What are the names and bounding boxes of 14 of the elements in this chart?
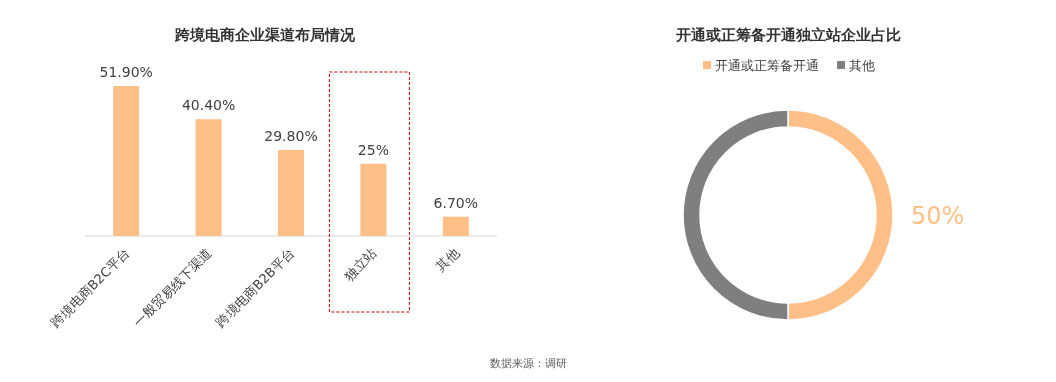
legend-label: 其他 xyxy=(849,58,875,73)
data-label: 50% xyxy=(911,202,965,230)
chart-title: 开通或正筹备开通独立站企业占比 xyxy=(674,26,901,44)
data-label: 51.90% xyxy=(99,64,153,80)
x-tick-label: 独立站 xyxy=(341,245,380,284)
x-tick-label: 一般贸易线下渠道 xyxy=(130,245,215,330)
data-label: 6.70% xyxy=(433,194,479,211)
data-label: 40.40% xyxy=(181,97,236,114)
data-label: 29.80% xyxy=(264,127,318,144)
legend-label: 开通或正筹备开通 xyxy=(715,58,819,73)
source-note: 数据来源：调研 xyxy=(489,357,567,370)
chart-title: 跨境电商企业渠道布局情况 xyxy=(174,26,356,44)
data-label: 25% xyxy=(357,141,389,158)
x-tick-label: 其他 xyxy=(432,245,462,275)
